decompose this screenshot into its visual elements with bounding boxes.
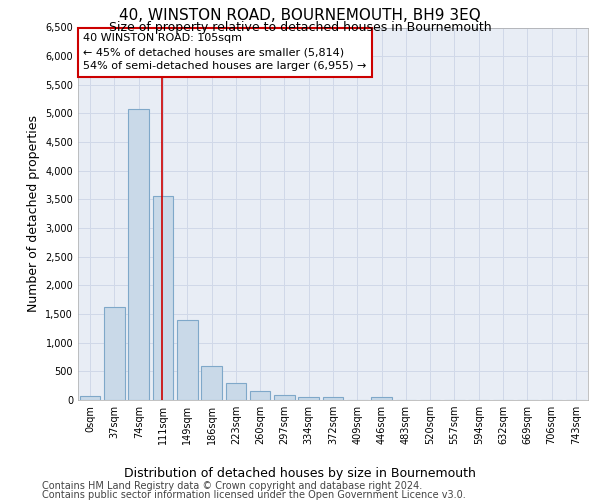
Text: Contains public sector information licensed under the Open Government Licence v3: Contains public sector information licen… <box>42 490 466 500</box>
Text: Contains HM Land Registry data © Crown copyright and database right 2024.: Contains HM Land Registry data © Crown c… <box>42 481 422 491</box>
Y-axis label: Number of detached properties: Number of detached properties <box>27 116 40 312</box>
Bar <box>104 306 125 400</box>
Bar <box>152 196 173 400</box>
Text: 40, WINSTON ROAD, BOURNEMOUTH, BH9 3EQ: 40, WINSTON ROAD, BOURNEMOUTH, BH9 3EQ <box>119 8 481 22</box>
Text: 40 WINSTON ROAD: 105sqm
← 45% of detached houses are smaller (5,814)
54% of semi: 40 WINSTON ROAD: 105sqm ← 45% of detache… <box>83 33 367 71</box>
Bar <box>128 109 149 400</box>
Text: Distribution of detached houses by size in Bournemouth: Distribution of detached houses by size … <box>124 468 476 480</box>
Bar <box>80 396 100 400</box>
Bar <box>371 396 392 400</box>
Bar <box>226 383 246 400</box>
Text: Size of property relative to detached houses in Bournemouth: Size of property relative to detached ho… <box>109 21 491 34</box>
Bar <box>250 392 271 400</box>
Bar <box>323 396 343 400</box>
Bar <box>201 366 222 400</box>
Bar <box>298 397 319 400</box>
Bar <box>177 320 197 400</box>
Bar <box>274 395 295 400</box>
